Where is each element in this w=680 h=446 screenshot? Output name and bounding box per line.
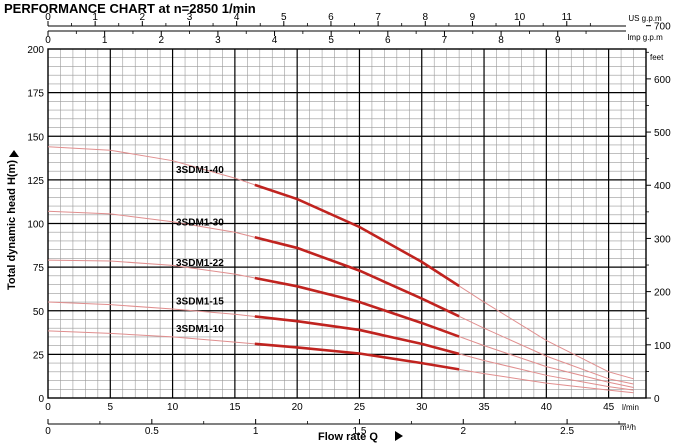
- y-axis-label: Total dynamic head H(m): [6, 160, 18, 290]
- y-tick-label-m: 50: [33, 307, 45, 318]
- curve-3SDM1-22: [47, 259, 634, 389]
- top-us-tick-label: 2: [140, 12, 146, 23]
- top-us-tick-label: 10: [514, 12, 526, 23]
- top-us-tick-label: 3: [187, 12, 193, 23]
- x-tick-label-m3h: 2.5: [560, 426, 574, 437]
- top-imp-tick-label: 1: [102, 35, 108, 46]
- y-tick-label-m: 25: [33, 350, 45, 361]
- y-tick-label-feet: 200: [654, 288, 671, 299]
- x-tick-label-lpm: 40: [541, 402, 553, 413]
- y-axis-arrow-icon: [9, 150, 19, 157]
- x-tick-label-lpm: 5: [108, 402, 114, 413]
- top-imp-tick-label: 6: [385, 35, 391, 46]
- work-range-3SDM1-10: [254, 342, 460, 371]
- x-tick-label-lpm: 45: [603, 402, 615, 413]
- top-us-tick-label: 6: [328, 12, 334, 23]
- work-range-3SDM1-15: [254, 315, 460, 356]
- top-us-tick-label: 8: [422, 12, 428, 23]
- x-tick-label-m3h: 2: [460, 426, 466, 437]
- y-tick-label-feet: 500: [654, 128, 671, 139]
- x-axis-arrow-icon: [395, 431, 403, 441]
- right-unit-feet: feet: [650, 53, 664, 62]
- x-tick-label-m3h: 1.5: [353, 426, 367, 437]
- x-tick-label-lpm: 25: [354, 402, 366, 413]
- x-axis-label: Flow rate Q: [318, 431, 378, 443]
- top-imp-tick-label: 8: [498, 35, 504, 46]
- grid: [47, 48, 647, 399]
- chart-title: PERFORMANCE CHART at n=2850 1/min: [4, 1, 256, 16]
- y-tick-label-feet: 300: [654, 234, 671, 245]
- y-tick-label-m: 150: [27, 132, 44, 143]
- y-tick-label-feet: 0: [654, 394, 660, 405]
- curve-label-3SDM1-22: 3SDM1-22: [176, 258, 224, 269]
- top-unit-imp: Imp g.p.m: [627, 33, 663, 42]
- y-tick-label-m: 175: [27, 89, 44, 100]
- y-tick-label-feet: 400: [654, 181, 671, 192]
- y-tick-label-m: 125: [27, 176, 44, 187]
- x-tick-label-m3h: 0.5: [145, 426, 159, 437]
- x-tick-label-lpm: 0: [45, 402, 51, 413]
- x-tick-label-lpm: 35: [478, 402, 490, 413]
- top-imp-tick-label: 3: [215, 35, 221, 46]
- y-tick-label-feet: 100: [654, 341, 671, 352]
- top-us-tick-label: 0: [45, 12, 51, 23]
- top-us-tick-label: 4: [234, 12, 240, 23]
- curve-label-3SDM1-40: 3SDM1-40: [176, 165, 224, 176]
- top-us-tick-label: 11: [562, 12, 573, 23]
- curve-label-3SDM1-15: 3SDM1-15: [176, 296, 224, 307]
- x-tick-label-lpm: 10: [167, 402, 179, 413]
- top-imp-tick-label: 7: [442, 35, 448, 46]
- top-us-tick-label: 1: [92, 12, 98, 23]
- curve-3SDM1-15: [47, 301, 634, 391]
- x-tick-label-lpm: 15: [229, 402, 241, 413]
- top-imp-tick-label: 9: [555, 35, 561, 46]
- top-us-tick-label: 5: [281, 12, 287, 23]
- x-tick-label-m3h: 1: [253, 426, 259, 437]
- top-imp-tick-label: 2: [158, 35, 164, 46]
- curve-label-3SDM1-30: 3SDM1-30: [176, 217, 224, 228]
- y-tick-label-m: 100: [27, 220, 44, 231]
- top-imp-tick-label: 4: [272, 35, 278, 46]
- top-us-tick-label: 9: [470, 12, 476, 23]
- y-tick-label-m: 0: [38, 394, 44, 405]
- work-range-3SDM1-22: [254, 276, 460, 338]
- curve-label-3SDM1-10: 3SDM1-10: [176, 324, 224, 335]
- plot-frame: [47, 48, 647, 399]
- y-tick-label-feet: 700: [654, 22, 671, 33]
- y-tick-label-m: 200: [27, 45, 44, 56]
- x-unit-m3h: m³/h: [620, 423, 636, 432]
- top-imp-tick-label: 0: [45, 35, 51, 46]
- x-tick-label-lpm: 20: [292, 402, 304, 413]
- work-range-3SDM1-40: [254, 183, 460, 288]
- x-tick-label-lpm: 30: [416, 402, 428, 413]
- top-unit-us: US g.p.m: [628, 14, 662, 23]
- top-imp-tick-label: 5: [328, 35, 334, 46]
- y-tick-label-feet: 600: [654, 75, 671, 86]
- x-unit-lpm: l/min: [622, 403, 639, 412]
- y-tick-label-m: 75: [33, 263, 45, 274]
- work-range-3SDM1-30: [254, 235, 460, 318]
- top-us-tick-label: 7: [375, 12, 381, 23]
- x-tick-label-m3h: 0: [45, 426, 51, 437]
